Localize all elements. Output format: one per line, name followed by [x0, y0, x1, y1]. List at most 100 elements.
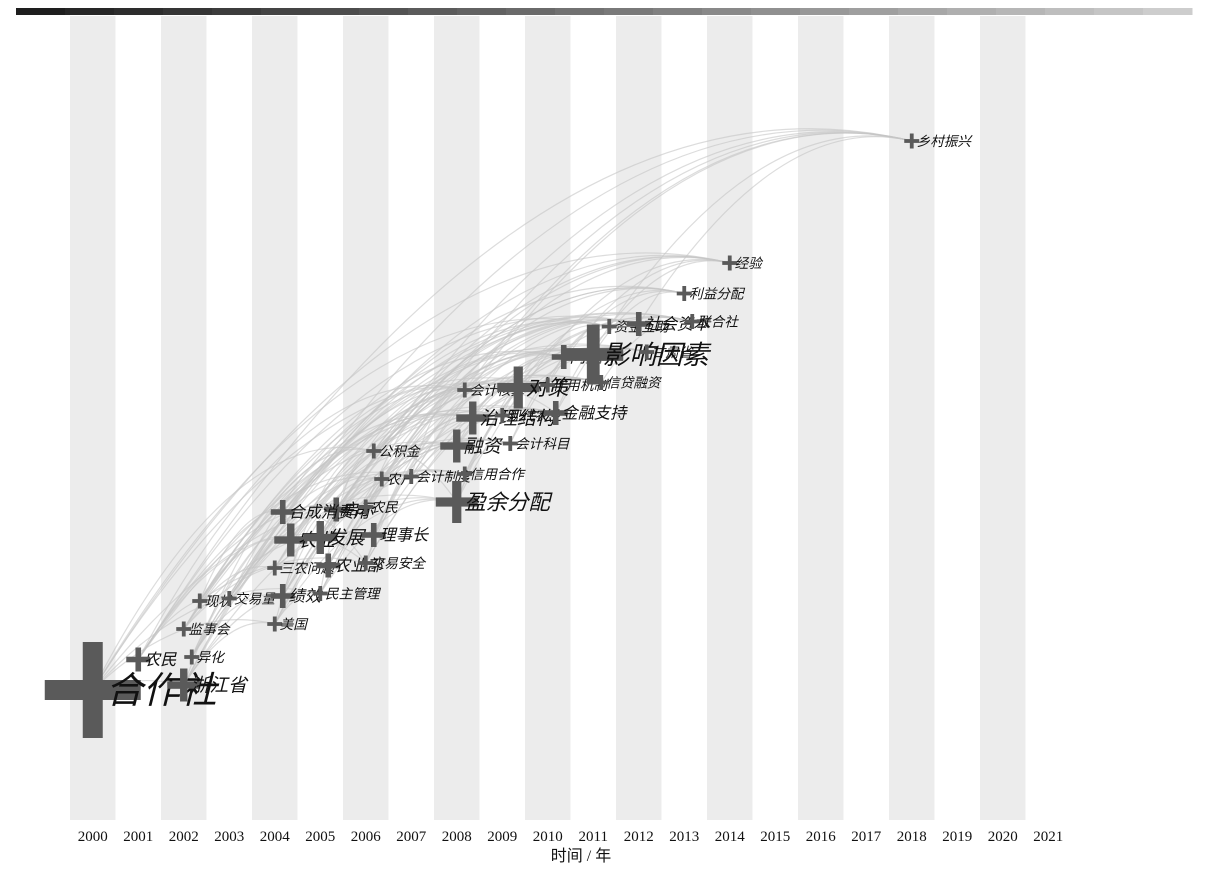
link-curve: [365, 131, 912, 508]
link-curve: [228, 129, 912, 599]
link-curve: [600, 319, 693, 383]
year-tick-label: 2006: [351, 829, 382, 845]
node-bar: [500, 408, 505, 423]
node-bar: [607, 319, 612, 334]
link-curve: [228, 386, 465, 599]
year-tick-label: 2007: [396, 829, 427, 845]
keyword-node[interactable]: 金融支持: [543, 401, 628, 425]
keyword-label: 启示: [342, 500, 376, 519]
keyword-node[interactable]: 绩效: [270, 584, 324, 608]
keyword-node[interactable]: 农业部: [316, 553, 385, 578]
scale-segment: [996, 8, 1046, 15]
link-curve: [381, 287, 685, 480]
node-bar: [363, 499, 368, 515]
year-band: [980, 16, 1026, 820]
keyword-label: 浙江省: [190, 676, 249, 697]
node-bar: [682, 286, 687, 301]
keyword-label: 联合社: [697, 314, 739, 330]
keyword-node[interactable]: 异化: [184, 649, 226, 666]
scale-segment: [751, 8, 801, 15]
node-bar: [379, 471, 384, 487]
link-curve: [319, 256, 730, 594]
link-curve: [282, 312, 693, 513]
keyword-node[interactable]: 理事长: [361, 523, 430, 547]
node-bar: [545, 377, 550, 393]
link-curve: [319, 318, 639, 538]
keyword-node[interactable]: 美国: [267, 616, 309, 633]
keyword-node[interactable]: 乡村振兴: [904, 133, 974, 150]
scale-segment: [212, 8, 262, 15]
scale-segment: [702, 8, 752, 15]
link-curve: [373, 449, 458, 503]
keyword-label: 经验: [735, 256, 764, 272]
node-bar: [462, 382, 467, 398]
keyword-node[interactable]: 浙江省: [167, 668, 249, 702]
year-tick-label: 2005: [305, 829, 335, 845]
keyword-node[interactable]: 合作社: [44, 642, 220, 738]
link-curve: [274, 498, 457, 625]
keyword-label: 农民: [144, 650, 177, 669]
keyword-node[interactable]: 监事会: [176, 621, 231, 638]
keyword-node[interactable]: 经验: [722, 255, 764, 272]
keyword-node[interactable]: 合成消费用: [270, 500, 372, 524]
link-curve: [464, 132, 912, 391]
keyword-node[interactable]: 利益分配: [676, 286, 746, 302]
node-bar: [462, 466, 467, 482]
keyword-nodes: 合作社农民监事会异化现状浙江省交易量三农问题绩效农业美国发展农业部启示合成消费用…: [44, 133, 974, 738]
keyword-node[interactable]: 发展: [303, 521, 367, 554]
x-axis-title: 时间 / 年: [551, 847, 611, 865]
keyword-label: 异化: [197, 650, 226, 666]
scale-segment: [408, 8, 458, 15]
link-curve: [137, 315, 639, 660]
node-bar: [371, 443, 376, 459]
node-bar: [363, 555, 368, 571]
node-bar: [279, 584, 286, 608]
keyword-node[interactable]: 影响因素: [563, 324, 713, 385]
keyword-node[interactable]: 交易安全: [358, 555, 427, 572]
scale-segment: [261, 8, 311, 15]
year-tick-label: 2021: [1033, 829, 1063, 845]
year-tick-label: 2008: [442, 829, 472, 845]
keyword-node[interactable]: 农民: [126, 647, 177, 672]
keyword-node[interactable]: 民主管理: [312, 586, 382, 602]
scale-segment: [1143, 8, 1193, 15]
keyword-node[interactable]: 融资: [440, 429, 503, 463]
link-curve: [92, 252, 730, 691]
scale-segment: [16, 8, 66, 15]
keyword-node[interactable]: 启示: [324, 497, 376, 522]
scale-segment: [310, 8, 360, 15]
keyword-node[interactable]: 联合社: [684, 314, 740, 330]
keyword-node[interactable]: 交易量: [221, 591, 277, 607]
keyword-node[interactable]: 甘肃省: [639, 344, 694, 361]
keyword-node[interactable]: 社会资本: [626, 312, 711, 336]
keyword-label: 乡村振兴: [917, 134, 974, 150]
keyword-node[interactable]: 会计科目: [502, 436, 571, 452]
keyword-label: 交易安全: [371, 556, 427, 572]
link-curve: [464, 319, 639, 391]
keyword-node[interactable]: 公积金: [366, 443, 421, 460]
year-tick-label: 2014: [715, 829, 746, 845]
node-bar: [552, 401, 559, 425]
scale-segment: [359, 8, 409, 15]
node-bar: [586, 324, 600, 385]
keyword-node[interactable]: 信用合作: [457, 466, 526, 483]
year-tick-label: 2015: [760, 829, 790, 845]
link-curve: [274, 380, 548, 625]
year-tick-label: 2010: [533, 829, 563, 845]
link-curve: [199, 557, 366, 602]
keyword-label: 盈余分配: [464, 490, 553, 515]
year-tick-label: 2004: [260, 829, 291, 845]
keyword-node[interactable]: 农户: [374, 471, 414, 488]
link-curve: [373, 255, 730, 452]
keyword-label: 影响因素: [603, 340, 713, 371]
node-bar: [469, 401, 477, 435]
link-curve: [137, 128, 912, 660]
keyword-node[interactable]: 信贷融资: [593, 375, 663, 391]
keyword-node[interactable]: 农民: [358, 499, 398, 516]
keyword-node[interactable]: 现状: [192, 593, 233, 610]
node-bar: [287, 523, 295, 557]
year-tick-label: 2019: [942, 829, 972, 845]
keyword-node[interactable]: 盈余分配: [435, 481, 554, 523]
keyword-label: 公积金: [379, 444, 421, 460]
link-curve: [290, 383, 519, 541]
